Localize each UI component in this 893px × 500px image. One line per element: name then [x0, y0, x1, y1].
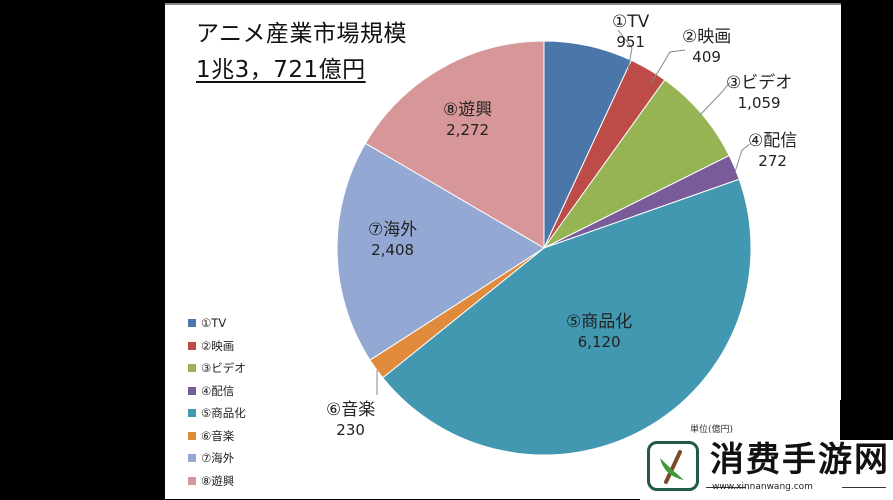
legend-swatch — [188, 386, 196, 395]
leader-line-tv — [617, 29, 633, 71]
label-amusement: ⑧遊興 2,272 — [443, 100, 493, 139]
legend-swatch — [188, 454, 196, 463]
legend-item-amusement: ⑧遊興 — [188, 470, 246, 493]
legend-swatch — [188, 341, 196, 350]
chart-title: アニメ産業市場規模 — [196, 21, 408, 47]
legend-swatch — [188, 409, 196, 418]
unit-note: 単位(億円) — [690, 425, 734, 435]
legend-swatch — [188, 431, 196, 440]
label-tv: ①TV 951 — [612, 12, 650, 51]
pie-slice-merchandise — [382, 178, 752, 456]
pie-slice-amusement — [364, 40, 545, 249]
watermark-url: www.xinnanwang.com — [712, 482, 813, 492]
chart-legend: ①TV ②映画 ③ビデオ ④配信 ⑤商品化 ⑥音楽 ⑦海外 ⑧遊興 — [188, 312, 246, 492]
leader-line-movie — [651, 49, 686, 83]
label-streaming: ④配信 272 — [748, 131, 798, 170]
legend-item-merchandise: ⑤商品化 — [188, 402, 246, 425]
legend-swatch — [188, 364, 196, 373]
label-video: ③ビデオ 1,059 — [726, 73, 793, 112]
label-merchandise: ⑤商品化 6,120 — [566, 312, 633, 351]
legend-swatch — [188, 476, 196, 485]
legend-item-video: ③ビデオ — [188, 357, 246, 380]
watermark-text: 消费手游网 — [710, 440, 890, 480]
pie-slice-overseas — [336, 142, 545, 361]
legend-item-overseas: ⑦海外 — [188, 447, 246, 470]
legend-swatch — [188, 319, 196, 328]
legend-item-streaming: ④配信 — [188, 380, 246, 403]
watermark-black-block — [840, 400, 893, 440]
watermark-divider — [706, 487, 746, 488]
legend-item-movie: ②映画 — [188, 335, 246, 358]
chart-subtitle: 1兆3，721億円 — [196, 57, 366, 83]
watermark-logo-icon — [647, 441, 699, 491]
label-music: ⑥音楽 230 — [326, 400, 376, 439]
label-overseas: ⑦海外 2,408 — [368, 220, 418, 259]
legend-item-tv: ①TV — [188, 312, 246, 335]
legend-item-music: ⑥音楽 — [188, 425, 246, 448]
leader-line-video — [699, 81, 731, 116]
leader-line-streaming — [734, 143, 751, 173]
watermark-divider — [842, 487, 886, 488]
label-movie: ②映画 409 — [682, 27, 732, 66]
